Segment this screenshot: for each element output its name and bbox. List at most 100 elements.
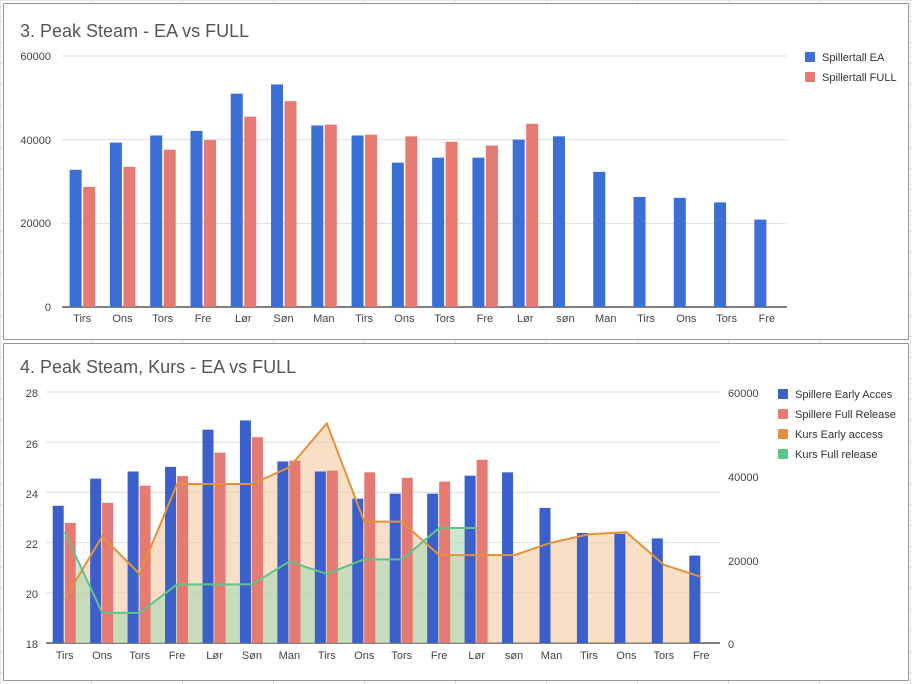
chart1-bar-spillertall-ea-15 [673,197,686,307]
legend-label-spillertall-full: Spillertall FULL [822,72,897,84]
legend-swatch-kurs-early-access [778,429,788,439]
chart1-xtick-3-fre: Fre [195,313,212,325]
chart1-xtick-5-son: Søn [273,313,293,325]
chart2-xtick-12-son: søn [505,650,523,662]
chart2-xtick-0-tirs: Tirs [56,650,74,662]
chart1-bar-spillertall-ea-17 [754,219,767,307]
chart2-ytick-right-60000: 60000 [728,388,759,400]
chart1-xtick-8-ons: Ons [394,313,415,325]
legend-swatch-kurs-full-release [778,449,788,459]
chart2-bar-spillere-early-acces-13 [539,507,551,643]
chart2-bar-spillere-early-acces-1 [90,478,102,643]
chart1-xtick-9-tors: Tors [434,313,455,325]
chart2-line-kurs-full-release [63,526,477,614]
chart2-bar-spillere-full-release-9 [401,477,413,643]
chart2-bar-spillere-early-acces-0 [52,505,64,643]
chart1-bar-spillertall-full-7 [365,134,378,307]
chart1-bar-spillertall-ea-11 [512,139,525,307]
chart2-xtick-3-fre: Fre [169,650,186,662]
chart2-xtick-7-tirs: Tirs [318,650,336,662]
chart2-bar-spillere-early-acces-9 [389,493,401,643]
chart2-xtick-14-tirs: Tirs [580,650,598,662]
chart1-xtick-11-lor: Lør [517,313,534,325]
chart1-bar-spillertall-full-8 [405,136,418,307]
chart1-xtick-7-tirs: Tirs [355,313,373,325]
legend-label-spillere-early-acces: Spillere Early Acces [795,389,893,401]
legend-swatch-spillertall-ea [805,52,815,62]
chart1-svg: 3. Peak Steam - EA vs FULL 0 20000 40000… [20,21,897,325]
chart2-y-axis-left: 18 20 22 24 26 28 [26,388,38,651]
chart2-x-axis: Tirs Ons Tors Fre Lør Søn Man Tirs Ons Tors Fre Lør… [56,650,710,662]
chart2-legend: Spillere Early Acces Spillere Full Relea… [778,389,896,461]
chart2-bar-spillere-full-release-8 [364,472,376,643]
chart2-bar-spillere-full-release-1 [102,502,114,643]
chart1-ytick-0: 0 [45,302,51,314]
chart2-xtick-8-ons: Ons [354,650,375,662]
chart2-xtick-1-ons: Ons [92,650,113,662]
chart1-bar-spillertall-ea-4 [230,93,243,308]
chart2-xtick-16-tors: Tors [653,650,674,662]
chart2-bar-spillere-early-acces-3 [165,466,177,643]
chart1-bar-spillertall-full-3 [203,140,216,307]
chart1-xtick-17-fre: Fre [759,313,776,325]
chart1-bar-spillertall-ea-10 [472,157,485,307]
chart2-xtick-11-lor: Lør [468,650,485,662]
chart2-y-axis-right: 0 20000 40000 60000 [728,388,759,651]
chart1-bar-spillertall-full-10 [485,145,498,307]
legend-swatch-spillere-full-release [778,409,788,419]
chart1-legend: Spillertall EA Spillertall FULL [805,52,897,84]
legend-label-kurs-full-release: Kurs Full release [795,449,878,461]
chart1-bar-spillertall-ea-6 [311,125,324,308]
chart2-lines [63,421,702,614]
chart2-bar-spillere-early-acces-15 [614,533,626,643]
chart2-xtick-10-fre: Fre [431,650,448,662]
chart1-gridlines [62,55,787,308]
chart2-bar-spillere-full-release-11 [476,459,488,643]
legend-swatch-spillere-early-acces [778,389,788,399]
chart1-bar-spillertall-full-0 [83,186,96,307]
chart1-bar-spillertall-full-5 [284,101,297,308]
legend-label-kurs-early-access: Kurs Early access [795,429,884,441]
chart2-bar-spillere-full-release-10 [439,481,451,643]
chart1-bar-spillertall-ea-13 [593,171,606,307]
chart2-ytick-left-26: 26 [26,439,38,451]
chart2-ytick-left-20: 20 [26,589,38,601]
chart2-ytick-right-20000: 20000 [728,556,759,568]
chart2-bar-spillere-early-acces-17 [689,555,701,643]
legend-label-spillertall-ea: Spillertall EA [822,52,885,64]
chart1-xtick-0-tirs: Tirs [73,313,91,325]
chart2-bar-spillere-early-acces-16 [651,538,663,643]
chart1-xtick-15-ons: Ons [676,313,697,325]
chart1-bar-spillertall-ea-0 [69,169,82,307]
chart1-bar-spillertall-full-1 [123,166,136,307]
chart1-bar-spillertall-full-9 [445,141,458,307]
chart1-bar-spillertall-ea-7 [351,135,364,307]
chart2-xtick-6-man: Man [279,650,300,662]
chart1-bar-spillertall-ea-5 [271,84,284,308]
chart2-svg: 4. Peak Steam, Kurs - EA vs FULL 18 20 2… [20,357,896,662]
chart2-ytick-left-24: 24 [26,489,38,501]
chart1-bar-spillertall-ea-1 [109,142,122,307]
chart2-ytick-left-18: 18 [26,639,38,651]
legend-swatch-spillertall-full [805,72,815,82]
chart2-bars [52,420,701,643]
chart2-xtick-17-fre: Fre [693,650,710,662]
chart2-ytick-right-0: 0 [728,639,734,651]
chart1-bar-spillertall-ea-8 [391,162,404,307]
chart1-ytick-60000: 60000 [20,51,51,63]
chart1-bar-spillertall-ea-16 [714,202,727,307]
chart2-bar-spillere-early-acces-7 [314,471,326,643]
chart1-xtick-1-ons: Ons [112,313,133,325]
chart2-bar-spillere-early-acces-11 [464,475,476,643]
chart2-bar-spillere-full-release-3 [177,476,189,643]
chart1-ytick-20000: 20000 [20,218,51,230]
chart1-ytick-40000: 40000 [20,135,51,147]
legend-label-spillere-full-release: Spillere Full Release [795,409,896,421]
chart1-title: 3. Peak Steam - EA vs FULL [20,21,249,41]
chart2-ytick-left-28: 28 [26,388,38,400]
chart2-bar-spillere-early-acces-8 [352,498,364,643]
chart1-xtick-2-tors: Tors [152,313,173,325]
chart2-bar-spillere-full-release-2 [139,485,151,643]
chart2-bar-spillere-full-release-6 [289,460,301,643]
chart-panel-ea-vs-full: 3. Peak Steam - EA vs FULL 0 20000 40000… [3,3,909,340]
